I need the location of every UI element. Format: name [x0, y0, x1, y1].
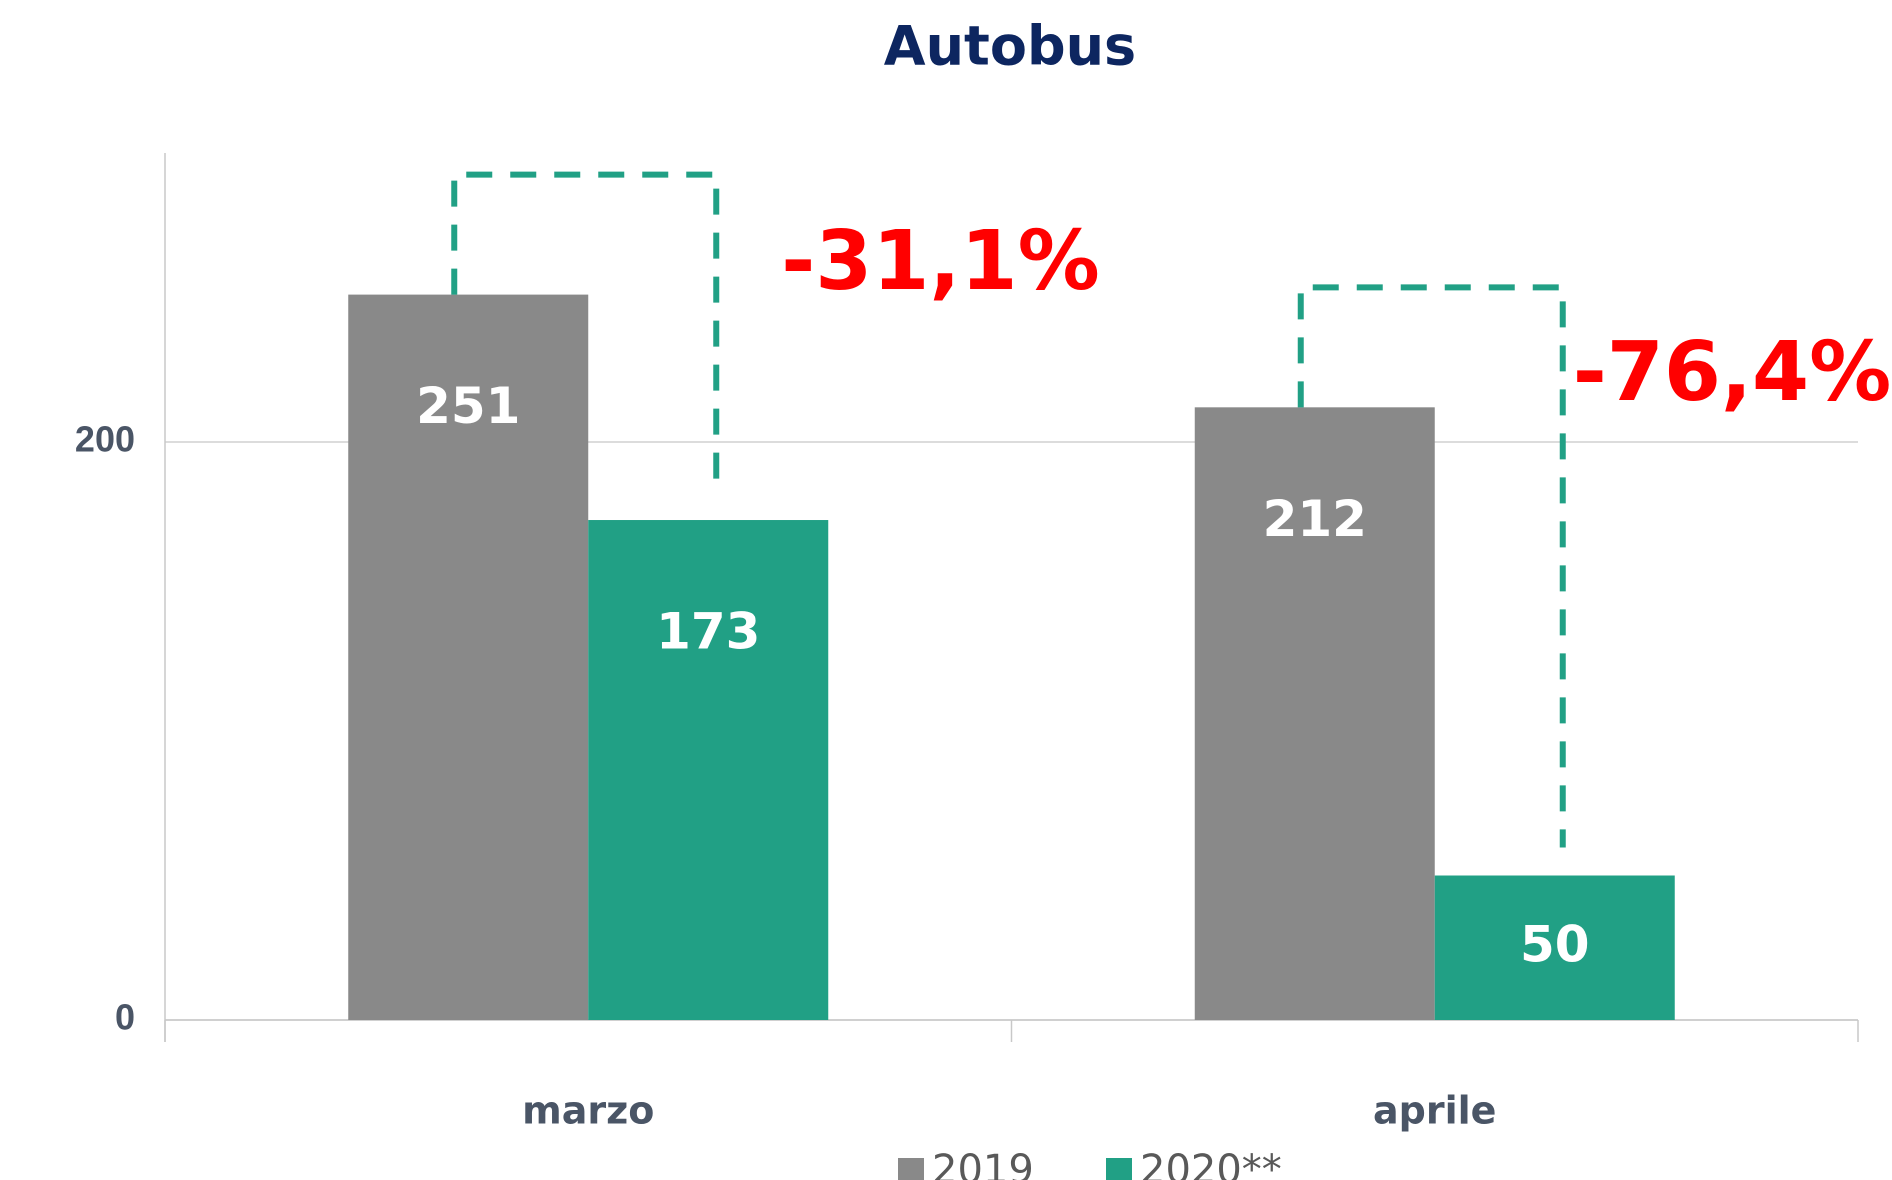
- bar-value-label: 212: [1263, 490, 1367, 548]
- bar-value-label: 251: [416, 377, 520, 435]
- change-bracket: [1297, 284, 1566, 848]
- change-annotation: -76,4%: [1573, 325, 1892, 420]
- legend-swatch: [1106, 1158, 1132, 1180]
- bar: [588, 520, 829, 1020]
- legend-label: 2019: [932, 1147, 1034, 1180]
- y-tick-label: 0: [115, 997, 135, 1038]
- bar: [1434, 875, 1675, 1020]
- bar-value-label: 173: [656, 603, 760, 661]
- change-annotation: -31,1%: [781, 214, 1100, 309]
- chart-title: Autobus: [884, 15, 1136, 78]
- change-bracket: [451, 171, 720, 493]
- x-tick-label: marzo: [522, 1089, 654, 1133]
- legend-swatch: [898, 1158, 924, 1180]
- x-tick-label: aprile: [1373, 1089, 1496, 1133]
- bar-value-label: 50: [1520, 915, 1590, 973]
- bar: [1194, 407, 1435, 1020]
- legend-label: 2020**: [1140, 1147, 1282, 1180]
- y-tick-label: 200: [75, 419, 135, 460]
- bar: [348, 294, 589, 1020]
